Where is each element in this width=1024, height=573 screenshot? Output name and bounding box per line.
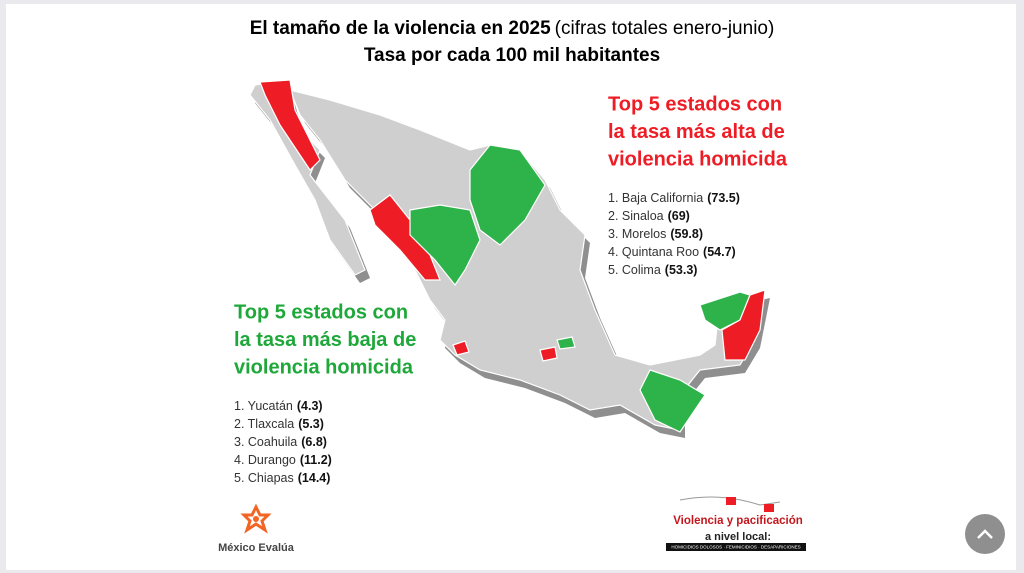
item-label: 1. Baja California: [608, 191, 703, 205]
subtitle: Tasa por cada 100 mil habitantes: [364, 45, 660, 66]
heading-line: violencia homicida: [608, 148, 788, 170]
logo-pin: [726, 497, 736, 505]
logo-left-text: México Evalúa: [218, 542, 295, 554]
state-morelos: [539, 346, 558, 362]
item-value: (5.3): [298, 417, 324, 431]
heading-line: Top 5 estados con: [234, 301, 408, 323]
state-durango: [409, 204, 481, 287]
list-item: 3. Coahuila (6.8): [234, 435, 327, 449]
top-low: Top 5 estados con la tasa más baja de viol…: [234, 301, 416, 485]
item-value: (54.7): [703, 245, 736, 259]
logo-icon: [240, 503, 272, 534]
state-tlaxcala: [556, 336, 576, 350]
item-label: 5. Colima: [608, 263, 661, 277]
logo-map-outline: [679, 496, 781, 506]
logo-right: Violencia y pacificación a nivel local: …: [666, 496, 806, 551]
logo-right-line1: Violencia y pacificación: [673, 515, 803, 527]
logo-pin: [764, 504, 774, 512]
state-sinaloa: [369, 194, 441, 281]
logo-right-line2: a nivel local:: [705, 531, 771, 543]
list-item: 5. Chiapas (14.4): [234, 471, 330, 485]
item-value: (69): [668, 209, 690, 223]
heading-line: la tasa más alta de: [608, 121, 785, 143]
title-note: (cifras totales enero-junio): [555, 18, 775, 39]
item-value: (6.8): [301, 435, 327, 449]
item-value: (53.3): [665, 263, 698, 277]
top-high: Top 5 estados con la tasa más alta de viol…: [608, 93, 788, 277]
state-quintana-roo: [721, 289, 766, 361]
title: El tamaño de la violencia en 2025 (cifras…: [250, 18, 775, 39]
list-item: 2. Sinaloa (69): [608, 209, 690, 223]
scroll-top-button[interactable]: [965, 514, 1005, 554]
item-label: 4. Durango: [234, 453, 296, 467]
heading-line: Top 5 estados con: [608, 93, 782, 115]
list-item: 1. Baja California (73.5): [608, 191, 740, 205]
item-value: (73.5): [707, 191, 740, 205]
list-item: 1. Yucatán (4.3): [234, 399, 323, 413]
list-item: 3. Morelos (59.8): [608, 227, 703, 241]
mainland: [289, 89, 766, 431]
item-label: 3. Coahuila: [234, 435, 297, 449]
state-baja-california: [259, 79, 321, 171]
logo-strip: [666, 543, 806, 551]
item-label: 5. Chiapas: [234, 471, 294, 485]
list-item: 5. Colima (53.3): [608, 263, 697, 277]
item-label: 1. Yucatán: [234, 399, 293, 413]
logo-left: México Evalúa: [218, 503, 295, 554]
state-chiapas: [639, 369, 706, 433]
item-value: (59.8): [670, 227, 703, 241]
title-main: El tamaño de la violencia en 2025: [250, 18, 551, 39]
item-value: (14.4): [298, 471, 331, 485]
scroll-top-chevron: [977, 529, 993, 539]
scroll-top-circle[interactable]: [965, 514, 1005, 554]
item-value: (4.3): [297, 399, 323, 413]
state-colima: [452, 340, 470, 356]
list-item: 4. Durango (11.2): [234, 453, 332, 467]
item-value: (11.2): [300, 453, 332, 467]
map: [249, 79, 770, 438]
heading-line: violencia homicida: [234, 356, 414, 378]
logo-strip-text: HOMICIDIOS DOLOSOS · FEMINICIDIOS · DESA…: [671, 545, 800, 550]
item-label: 4. Quintana Roo: [608, 245, 699, 259]
item-label: 3. Morelos: [608, 227, 666, 241]
heading-line: la tasa más baja de: [234, 329, 416, 351]
list-item: 2. Tlaxcala (5.3): [234, 417, 324, 431]
state-coahuila: [469, 144, 546, 246]
list-item: 4. Quintana Roo (54.7): [608, 245, 736, 259]
item-label: 2. Sinaloa: [608, 209, 664, 223]
item-label: 2. Tlaxcala: [234, 417, 294, 431]
